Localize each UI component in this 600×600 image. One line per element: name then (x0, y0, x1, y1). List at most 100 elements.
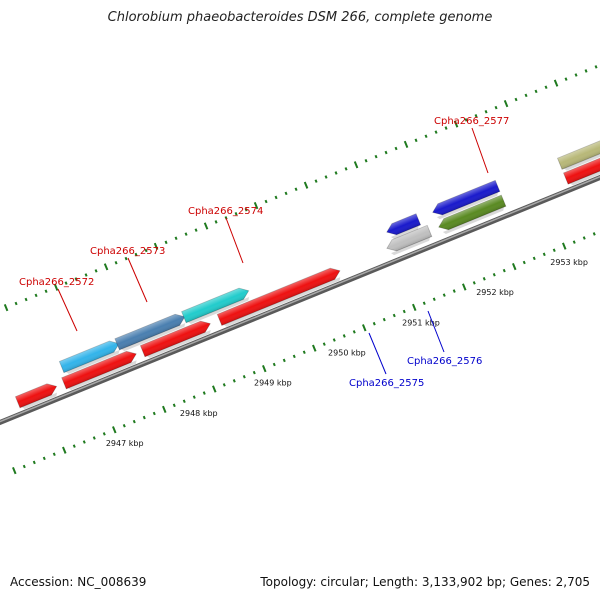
tick-mark (444, 126, 448, 130)
gene-red-c[interactable] (139, 318, 213, 359)
tick-mark (84, 273, 88, 277)
callout-line (127, 257, 148, 303)
tick-mark (514, 97, 518, 102)
gene-cpha266-2573[interactable] (181, 285, 252, 325)
callout-line (368, 332, 387, 375)
tick-mark (544, 85, 548, 90)
tick-mark (332, 338, 336, 342)
gene-label[interactable]: Cpha266_2572 (19, 277, 94, 288)
gene-red-a[interactable] (14, 381, 60, 411)
tick-mark (524, 93, 528, 98)
tick-mark (432, 297, 436, 301)
tick-mark (202, 391, 206, 395)
tick-mark (22, 464, 26, 469)
upper-tick-track (3, 65, 598, 312)
tick-mark (474, 114, 478, 118)
tick-mark (552, 248, 556, 253)
tick-mark (253, 201, 259, 210)
tick-mark (584, 69, 588, 73)
tick-mark (392, 313, 396, 318)
tick-mark (212, 385, 217, 393)
tick-mark (442, 293, 446, 297)
tick-mark (64, 281, 68, 285)
tick-mark (52, 452, 56, 457)
gene-label[interactable]: Cpha266_2576 (407, 356, 482, 367)
tick-mark (34, 293, 38, 298)
tick-mark (564, 77, 568, 81)
tick-mark (182, 399, 186, 403)
tick-mark (274, 195, 278, 200)
gene-steel[interactable] (114, 311, 188, 352)
tick-mark (142, 415, 146, 420)
gene-cpha266-2576[interactable] (437, 194, 507, 235)
tick-mark (232, 379, 236, 383)
gene-cpha266-2575[interactable] (385, 224, 433, 256)
tick-mark (242, 374, 246, 379)
tick-mark (132, 419, 136, 424)
tick-mark (114, 260, 118, 265)
tick-mark (134, 252, 138, 257)
tick-mark (394, 146, 398, 151)
tick-mark (534, 89, 538, 94)
tick-mark (384, 150, 388, 155)
tick-mark (553, 79, 559, 87)
gene-cpha266-2572[interactable] (58, 338, 122, 375)
callout-line (427, 310, 445, 353)
tick-mark (174, 236, 178, 241)
tick-mark (12, 466, 17, 475)
tick-mark (312, 344, 317, 352)
tick-mark (262, 364, 267, 373)
tick-mark (453, 120, 459, 128)
tick-mark (402, 309, 406, 314)
tick-mark (214, 220, 218, 224)
map-title: Chlorobium phaeobacteroides DSM 266, com… (107, 10, 493, 25)
tick-mark (234, 211, 238, 216)
tick-mark (434, 130, 438, 134)
tick-mark (42, 456, 46, 461)
tick-mark (422, 301, 426, 306)
tick-mark (302, 350, 306, 355)
tick-mark (172, 403, 176, 408)
tick-mark (282, 358, 286, 363)
callout-line (471, 127, 489, 174)
tick-mark (53, 283, 59, 291)
scale-label: 2953 kbp (550, 258, 588, 267)
tick-mark (244, 207, 248, 212)
tick-mark (252, 370, 256, 375)
gene-label[interactable]: Cpha266_2575 (349, 378, 424, 389)
gene-red-b[interactable] (61, 348, 140, 391)
lower-tick-track (12, 232, 596, 475)
tick-mark (314, 179, 318, 183)
tick-mark (532, 256, 536, 261)
tick-mark (464, 118, 468, 122)
tick-mark (503, 99, 509, 108)
scale-label: 2948 kbp (180, 409, 218, 418)
gene-label[interactable]: Cpha266_2577 (434, 116, 509, 127)
tick-mark (322, 342, 326, 346)
gene-red-d[interactable] (216, 265, 343, 328)
tick-mark (92, 436, 96, 440)
tick-mark (561, 242, 567, 250)
gene-blue-large[interactable] (430, 179, 501, 220)
tick-mark (24, 297, 28, 302)
tick-mark (94, 269, 98, 273)
scale-label: 2951 kbp (402, 318, 440, 327)
gene-label[interactable]: Cpha266_2574 (188, 206, 263, 217)
tick-mark (264, 199, 268, 204)
tick-mark (122, 423, 126, 428)
tick-mark (522, 260, 526, 265)
tick-mark (82, 440, 86, 444)
tick-mark (164, 240, 168, 245)
tick-mark (194, 228, 198, 232)
gene-red-e[interactable] (563, 128, 600, 186)
gene-blue-small[interactable] (385, 213, 422, 241)
gene-cpha266-2577[interactable] (556, 114, 600, 172)
tick-mark (103, 263, 109, 271)
tick-mark (153, 242, 159, 251)
scale-label: 2950 kbp (328, 349, 366, 358)
tick-mark (352, 330, 356, 334)
tick-mark (224, 216, 228, 220)
tick-mark (494, 105, 498, 110)
gene-label[interactable]: Cpha266_2573 (90, 246, 165, 257)
